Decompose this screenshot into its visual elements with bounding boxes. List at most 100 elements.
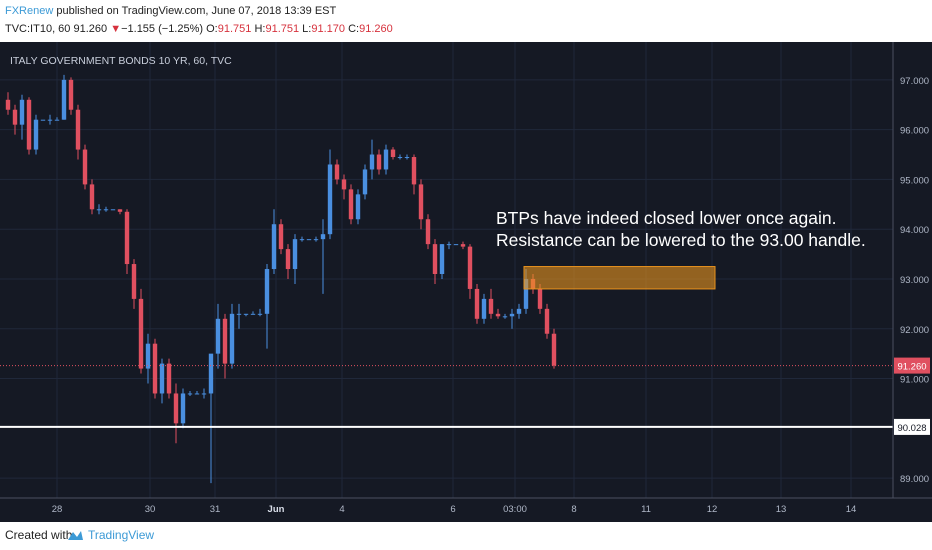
price-tick-label: 94.000 [900,225,929,236]
publish-text: published on TradingView.com, June 07, 2… [56,5,337,17]
candle-body [383,149,389,170]
candle-body [215,318,221,354]
candle-body [40,119,46,121]
price-tick-label: 91.000 [900,375,929,386]
candle-body [418,184,424,220]
candle-body [341,179,347,190]
candle-body [19,99,25,125]
candle-body [285,249,291,270]
time-tick-label: Jun [268,504,285,515]
candle-body [425,219,431,245]
candle-body [5,99,11,110]
candle-body [369,154,375,170]
candle-body [348,189,354,220]
close-value: 91.260 [359,23,393,35]
time-tick-label: 13 [776,504,787,515]
candle-body [362,169,368,195]
low-label: L: [302,23,312,35]
last-price-badge [894,357,930,374]
annotation-line-2: Resistance can be lowered to the 93.00 h… [496,230,866,250]
candle-body [271,224,277,270]
candle-body [397,157,403,159]
candle-body [222,318,228,364]
author-link[interactable]: FXRenew [5,5,54,17]
price-tick-label: 96.000 [900,126,929,137]
candle-body [124,211,130,265]
candle-body [75,109,81,150]
last-price-badge-label: 91.260 [897,362,926,373]
candle-body [523,278,529,309]
candle-body [89,184,95,210]
candle-body [201,393,207,395]
chart-background [0,42,932,522]
ohlc-line: TVC:IT10, 60 91.260 ▼−1.155 (−1.25%) O:9… [5,23,393,35]
candle-body [68,79,74,110]
change-text: −1.155 (−1.25%) [121,23,204,35]
candle-body [33,119,39,150]
candle-body [355,194,361,220]
candle-body [159,363,165,394]
candle-body [82,149,88,185]
price-tick-label: 93.000 [900,275,929,286]
candle-body [54,119,60,121]
candle-body [194,393,200,395]
price-axis[interactable]: 97.000 96.000 95.000 94.000 93.000 92.000 91.0… [900,76,929,485]
tradingview-link[interactable]: TradingView [88,528,155,542]
candle-body [47,119,53,121]
publish-line: FXRenew published on TradingView.com, Ju… [5,5,336,17]
candle-body [551,333,557,366]
resistance-zone [523,266,716,290]
high-label: H: [254,23,266,35]
price-tick-label: 97.000 [900,76,929,87]
candle-body [481,298,487,319]
time-axis[interactable]: 28 30 31 Jun 4 6 03:00 8 11 12 13 14 [52,504,857,515]
price-tick-label: 95.000 [900,175,929,186]
candle-body [488,298,494,314]
symbol-label: TVC:IT10, 60 [5,23,71,35]
support-badge-label: 90.028 [897,423,926,434]
candle-body [12,109,18,125]
candle-body [250,313,256,315]
candle-body [460,244,466,247]
price-badges: 91.260 90.028 [894,357,930,435]
candle-body [257,313,263,315]
price-tick-label: 92.000 [900,325,929,336]
candle-body [208,353,214,394]
price-tick-label: 89.000 [900,474,929,485]
candle-body [411,157,417,185]
candle-body [334,164,340,180]
candle-body [516,308,522,314]
candle-body [495,313,501,317]
candle-body [61,79,67,120]
candle-body [264,269,270,314]
low-value: 91.170 [311,23,346,35]
time-tick-label: 12 [707,504,718,515]
candle-body [299,239,305,241]
time-tick-label: 14 [846,504,857,515]
price-chart[interactable]: 97.000 96.000 95.000 94.000 93.000 92.000 91.0… [0,42,932,522]
candle-body [152,343,158,394]
candle-body [138,298,144,369]
candles [5,74,557,484]
last-price: 91.260 [73,23,108,35]
time-tick-label: 6 [450,504,455,515]
candle-body [292,239,298,270]
candle-body [131,264,137,299]
candle-body [145,343,151,369]
chart-title: ITALY GOVERNMENT BONDS 10 YR, 60, TVC [10,55,232,67]
candle-body [306,239,312,241]
tradingview-cloud-icon [68,531,83,540]
time-tick-label: 03:00 [503,504,527,515]
footer: Created with TradingView [0,522,932,550]
candle-body [467,246,473,289]
candle-body [509,313,515,317]
candle-body [187,393,193,395]
time-tick-label: 11 [641,504,651,515]
candle-body [243,313,249,315]
close-label: C: [348,23,360,35]
candle-body [376,154,382,170]
open-label: O: [206,23,218,35]
time-tick-label: 28 [52,504,63,515]
time-tick-label: 30 [145,504,156,515]
candle-body [117,209,123,212]
